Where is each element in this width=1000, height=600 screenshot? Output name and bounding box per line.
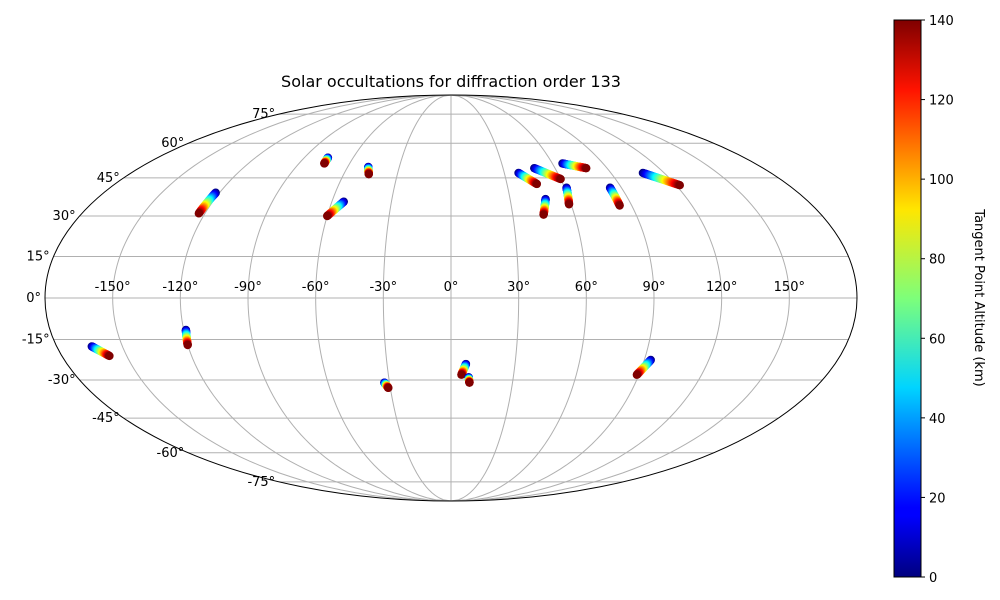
lat-tick-label: 0° [26,291,41,306]
occultation-track [632,355,655,379]
colorbar-tick-label: 120 [929,94,954,109]
occultation-point [556,174,565,184]
meridian-line [450,95,790,501]
occultation-point [675,181,684,190]
colorbar-tick-label: 140 [929,14,954,29]
lon-tick-label: -90° [234,280,262,295]
lon-tick-label: 120° [706,280,737,295]
occultation-point [632,370,642,379]
meridian-line [450,95,587,501]
occultation-point [183,340,192,350]
meridian-line [247,95,452,501]
occultation-track [530,163,565,184]
lat-tick-label: 45° [97,171,120,186]
lon-tick-label: -60° [302,280,330,295]
occultation-track [638,168,684,190]
occultation-track [323,197,348,221]
lon-tick-label: -150° [95,280,131,295]
lat-tick-label: 75° [252,107,275,122]
tick-labels: -150° -120° -90° -60° -30° 0° 30° 60° 90° 120° 150… [22,107,805,490]
lat-tick-label: -45° [92,411,120,426]
lon-tick-label: -120° [162,280,198,295]
colorbar-label: Tangent Point Altitude (km) [971,208,986,386]
occultation-point [320,159,329,168]
lon-tick-label: 30° [507,280,530,295]
lat-tick-label: 30° [53,209,76,224]
occultation-point [582,163,591,173]
lon-tick-label: -30° [369,280,397,295]
occultation-point [384,383,393,393]
occultation-track [457,359,471,379]
occultation-track [558,159,591,173]
lon-tick-label: 0° [444,280,459,295]
lon-tick-label: 60° [575,280,598,295]
occultation-track [364,162,373,179]
data-points [87,153,684,393]
occultation-track [181,325,192,350]
occultation-track [514,168,542,189]
meridian-line [315,95,452,501]
occultation-point [539,210,548,219]
lat-tick-label: -75° [247,475,275,490]
occultation-track [87,342,114,361]
occultation-point [532,179,542,189]
meridian-line [450,95,655,501]
occultation-point [323,211,332,221]
meridian-line [112,95,452,501]
occultation-track [605,183,624,210]
colorbar-tick-label: 80 [929,253,946,268]
lat-tick-label: -60° [157,446,185,461]
lat-tick-label: 15° [27,249,50,264]
lon-tick-label: 150° [774,280,805,295]
colorbar-tick-label: 40 [929,412,946,427]
occultation-point [194,209,204,218]
colorbar-ticks: 0 20 40 60 80 100 120 140 [921,14,954,586]
colorbar: 0 20 40 60 80 100 120 140 Tangent Point Altitud… [893,14,986,586]
lat-tick-label: -15° [22,333,50,348]
occultation-track [320,153,333,168]
meridian-line [382,95,452,501]
occultation-track [562,183,574,209]
colorbar-tick-label: 100 [929,173,954,188]
occultation-track [194,188,220,218]
occultation-track [539,194,550,219]
lat-tick-label: 60° [161,136,184,151]
occultation-track [380,378,393,393]
colorbar-tick-label: 60 [929,332,946,347]
lon-tick-label: 90° [642,280,665,295]
occultation-point [615,201,624,210]
occultation-track [464,373,474,387]
colorbar-gradient [893,19,922,578]
occultation-point [457,370,466,379]
meridian-line [179,95,452,501]
occultation-point [465,378,474,387]
meridian-line [450,95,723,501]
colorbar-tick-label: 20 [929,491,946,506]
colorbar-tick-label: 0 [929,571,937,586]
map-boundary [44,94,858,502]
occultation-point [564,200,574,209]
occultation-point [364,169,373,179]
lat-tick-label: -30° [48,373,76,388]
meridian-line [450,95,520,501]
graticule [45,95,857,501]
occultation-point [105,351,114,361]
chart-title: Solar occultations for diffraction order… [281,72,621,91]
